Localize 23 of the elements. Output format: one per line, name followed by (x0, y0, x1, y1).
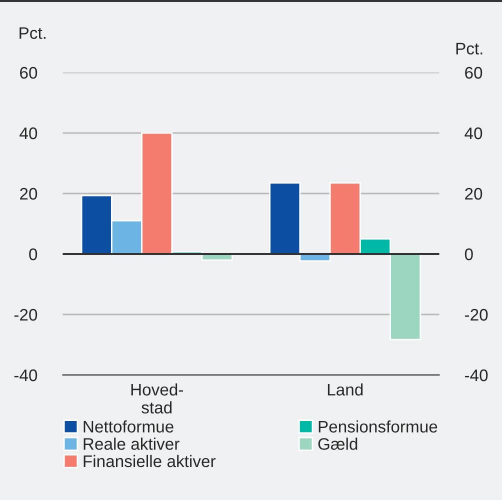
y-tick-label: 20 (20, 188, 38, 200)
legend-label: Reale aktiver (84, 438, 180, 450)
y2-tick-label: 40 (464, 127, 482, 140)
y-tick-label: -20 (14, 308, 38, 321)
legend-label: Gæld (318, 438, 358, 450)
y-axis-title: Pct. (20, 27, 46, 39)
y-tick-label: -40 (14, 369, 38, 382)
x-tick-label: Land (328, 383, 363, 396)
y-tick-label: 60 (20, 66, 38, 79)
y2-tick-label: 60 (465, 66, 482, 79)
y2-tick-label: 0 (464, 248, 473, 260)
y2-tick-label: -40 (464, 369, 488, 382)
legend-label: Pensionsformue (318, 420, 438, 433)
y2-tick-label: -20 (464, 308, 488, 321)
bar (390, 253, 422, 340)
y-tick-label: 0 (29, 248, 38, 260)
legend-label: Nettoformue (84, 420, 174, 433)
y2-tick-label: 20 (465, 188, 482, 200)
y2-axis-title: Pct. (456, 42, 482, 54)
y-tick-label: 40 (20, 127, 38, 140)
bar (269, 182, 301, 255)
legend-label: Finansielle aktiver (84, 454, 216, 468)
x-tick-label: Hoved- stad (131, 383, 183, 414)
